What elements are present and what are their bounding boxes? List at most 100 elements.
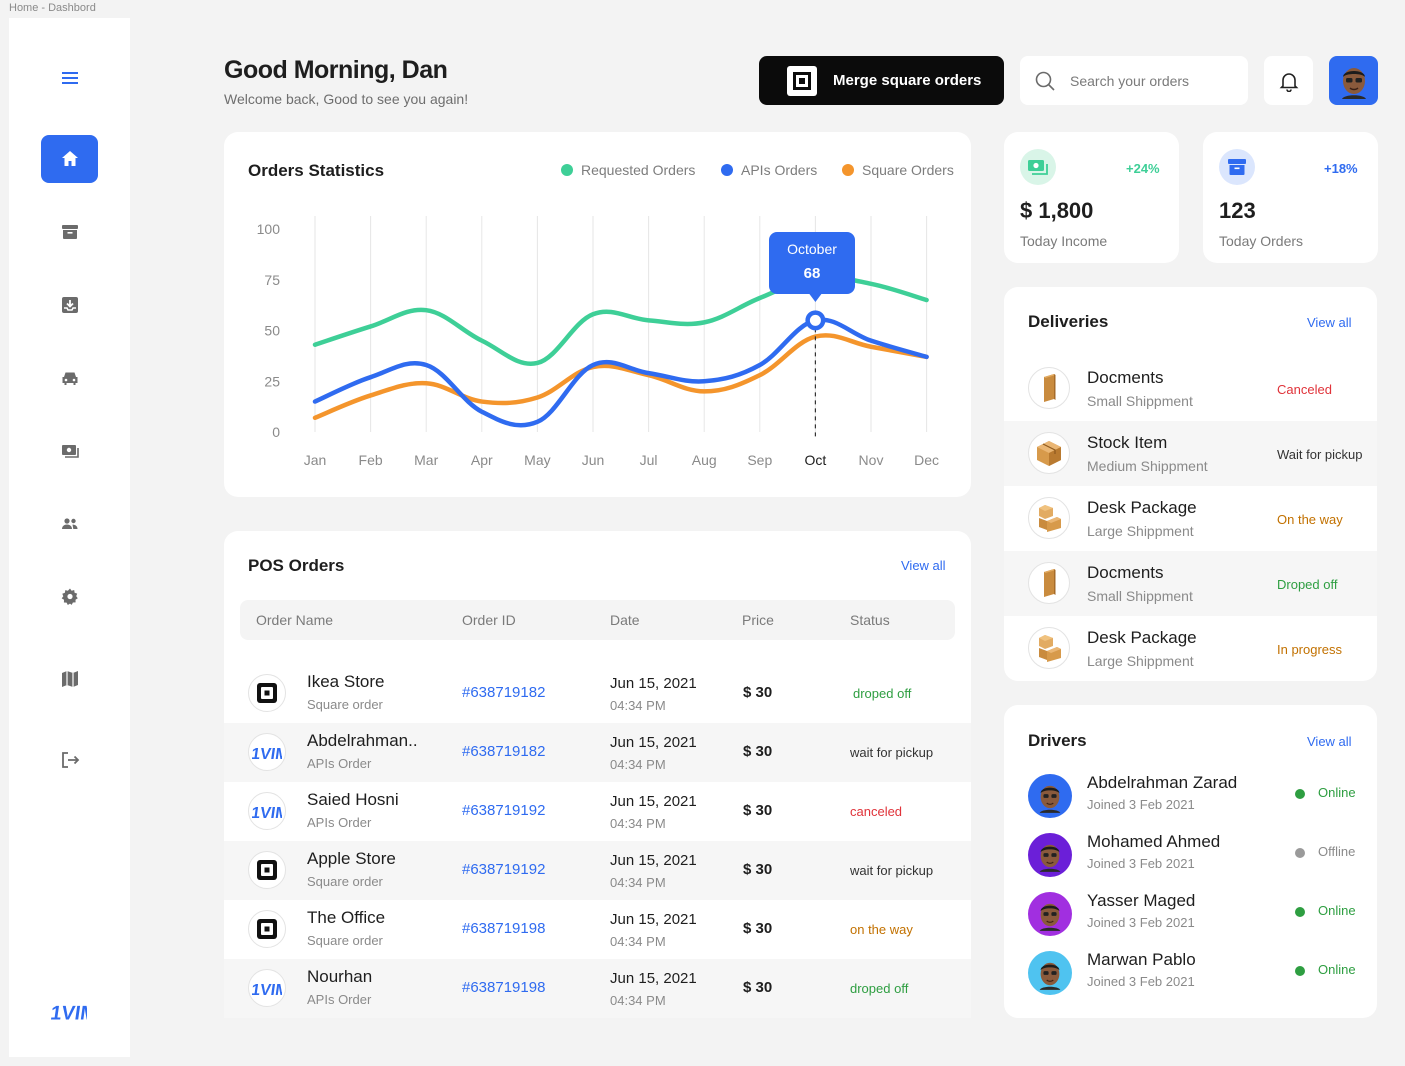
order-id-link[interactable]: #638719182 — [462, 684, 546, 701]
col-order-id: Order ID — [462, 612, 516, 628]
tooltip-value: 68 — [803, 265, 821, 282]
income-change: +24% — [1126, 161, 1160, 176]
search-input[interactable] — [1070, 72, 1230, 89]
pos-orders-view-all-link[interactable]: View all — [901, 558, 946, 573]
delivery-size: Medium Shippment — [1087, 458, 1208, 474]
order-id-link[interactable]: #638719192 — [462, 861, 546, 878]
order-price: $ 30 — [743, 743, 773, 760]
settings-icon — [61, 588, 78, 605]
sidebar-item-users[interactable] — [41, 500, 98, 548]
order-type: Square order — [307, 697, 383, 712]
list-item[interactable]: Docments Small Shippment Droped off — [1004, 551, 1377, 616]
order-name: Apple Store — [307, 849, 396, 868]
driver-joined: Joined 3 Feb 2021 — [1087, 974, 1195, 989]
order-price: $ 30 — [743, 920, 773, 937]
home-icon — [61, 151, 78, 166]
svg-text:1VIM: 1VIM — [252, 745, 282, 762]
sidebar-item-map[interactable] — [41, 655, 98, 703]
order-id-link[interactable]: #638719182 — [462, 743, 546, 760]
money-icon — [1020, 149, 1056, 185]
svg-text:1VIM: 1VIM — [252, 981, 282, 998]
table-row[interactable]: The Office Square order #638719198 Jun 1… — [224, 900, 971, 959]
drivers-view-all-link[interactable]: View all — [1307, 734, 1352, 749]
list-item[interactable]: Desk Package Large Shippment On the way — [1004, 486, 1377, 551]
greeting-title: Good Morning, Dan — [224, 56, 448, 84]
map-icon — [61, 671, 78, 687]
table-row[interactable]: Ikea Store Square order #638719182 Jun 1… — [224, 664, 971, 723]
order-name: Abdelrahman.. — [307, 731, 418, 750]
col-status: Status — [850, 612, 890, 628]
table-row[interactable]: 1VIM Abdelrahman.. APIs Order #638719182… — [224, 723, 971, 782]
drivers-title: Drivers — [1028, 731, 1087, 750]
user-avatar[interactable] — [1329, 56, 1378, 105]
list-item[interactable]: Desk Package Large Shippment In progress — [1004, 616, 1377, 681]
order-id-link[interactable]: #638719198 — [462, 979, 546, 996]
ivim-logo-icon: 1VIM — [248, 792, 286, 830]
sidebar-item-vehicles[interactable] — [41, 354, 98, 402]
merge-square-orders-button[interactable]: Merge square orders — [759, 56, 1004, 105]
sidebar-item-home[interactable] — [41, 135, 98, 183]
order-type: APIs Order — [307, 992, 372, 1007]
order-name: The Office — [307, 908, 386, 927]
chart-title: Orders Statistics — [248, 161, 385, 180]
avatar-memoji-icon — [1341, 67, 1366, 99]
list-item[interactable]: Mohamed Ahmed Joined 3 Feb 2021 Offline — [1004, 826, 1377, 885]
x-tick-label: Apr — [471, 452, 493, 468]
list-item[interactable]: Docments Small Shippment Canceled — [1004, 356, 1377, 421]
delivery-size: Large Shippment — [1087, 523, 1194, 539]
driver-avatar — [1028, 774, 1072, 818]
list-item[interactable]: Yasser Maged Joined 3 Feb 2021 Online — [1004, 885, 1377, 944]
legend-dot-square — [842, 164, 854, 176]
search-icon — [1035, 71, 1055, 91]
tooltip-pointer — [809, 294, 822, 302]
pos-orders-table-header: Order Name Order ID Date Price Status — [240, 600, 955, 640]
inbox-download-icon — [61, 297, 78, 313]
table-row[interactable]: Apple Store Square order #638719192 Jun … — [224, 841, 971, 900]
list-item[interactable]: Abdelrahman Zarad Joined 3 Feb 2021 Onli… — [1004, 767, 1377, 826]
chart-tooltip: October 68 — [769, 232, 855, 294]
table-row[interactable]: 1VIM Saied Hosni APIs Order #638719192 J… — [224, 782, 971, 841]
order-id-link[interactable]: #638719198 — [462, 920, 546, 937]
square-logo-icon — [248, 910, 286, 948]
document-package-icon — [1028, 367, 1070, 409]
notifications-button[interactable] — [1264, 56, 1313, 105]
legend-square: Square Orders — [842, 162, 954, 178]
x-tick-label: Nov — [859, 452, 884, 468]
list-item[interactable]: Marwan Pablo Joined 3 Feb 2021 Online — [1004, 944, 1377, 1003]
driver-avatar — [1028, 892, 1072, 936]
ivim-logo-icon: 1VIM — [248, 969, 286, 1007]
logout-icon — [61, 752, 79, 768]
order-type: APIs Order — [307, 756, 372, 771]
search-box[interactable] — [1020, 56, 1248, 105]
tooltip-month: October — [787, 241, 837, 257]
orders-line-chart: 100 75 50 25 0 Jan Feb Mar Apr May Jun Jul Aug Sep Oct… — [257, 216, 939, 468]
income-label: Today Income — [1020, 233, 1108, 249]
sidebar-item-logout[interactable] — [41, 736, 98, 784]
driver-joined: Joined 3 Feb 2021 — [1087, 797, 1195, 812]
deliveries-view-all-link[interactable]: View all — [1307, 315, 1352, 330]
y-tick-label: 25 — [264, 373, 280, 389]
order-id-link[interactable]: #638719192 — [462, 802, 546, 819]
archive-icon — [61, 225, 78, 239]
frame-label: Home - Dashbord — [9, 2, 96, 14]
delivery-name: Desk Package — [1087, 498, 1197, 517]
sidebar-item-inbox[interactable] — [41, 281, 98, 329]
table-row[interactable]: 1VIM Nourhan APIs Order #638719198 Jun 1… — [224, 959, 971, 1018]
menu-button[interactable] — [41, 54, 98, 102]
x-tick-label: May — [524, 452, 550, 468]
legend-requested: Requested Orders — [561, 162, 695, 178]
sidebar-item-settings[interactable] — [41, 573, 98, 621]
order-date: Jun 15, 2021 — [610, 970, 697, 987]
order-time: 04:34 PM — [610, 934, 666, 949]
orders-value: 123 — [1219, 198, 1256, 223]
x-tick-label: Dec — [914, 452, 939, 468]
order-name: Nourhan — [307, 967, 373, 986]
list-item[interactable]: Stock Item Medium Shippment Wait for pic… — [1004, 421, 1377, 486]
order-type: APIs Order — [307, 815, 372, 830]
delivery-status: In progress — [1277, 642, 1343, 657]
x-tick-label: Mar — [414, 452, 438, 468]
driver-joined: Joined 3 Feb 2021 — [1087, 915, 1195, 930]
merge-button-label: Merge square orders — [833, 72, 982, 89]
sidebar-item-payments[interactable] — [41, 427, 98, 475]
sidebar-item-archive[interactable] — [41, 208, 98, 256]
